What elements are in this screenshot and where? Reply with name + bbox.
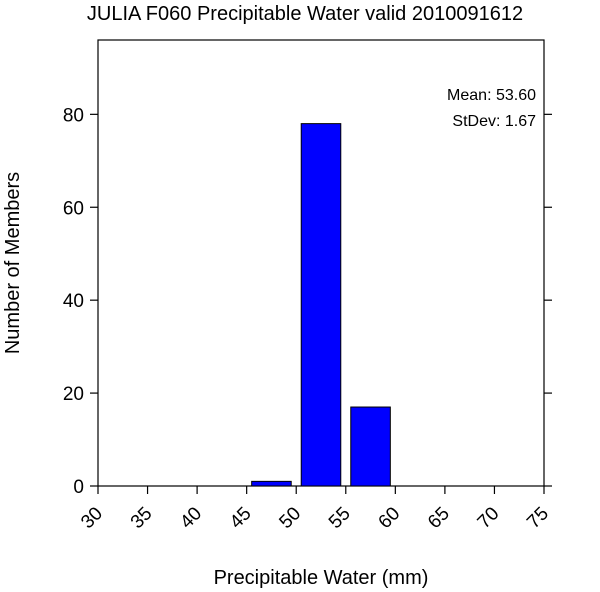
x-tick-label-40: 40 — [176, 503, 206, 533]
y-tick-label-40: 40 — [63, 291, 84, 312]
mean-annotation: Mean: 53.60 — [447, 87, 536, 104]
x-tick-label-50: 50 — [275, 503, 305, 533]
bar-55-60 — [350, 406, 391, 487]
y-tick-label-60: 60 — [63, 198, 84, 219]
x-axis: 30 35 40 45 50 55 60 65 70 75 — [77, 486, 553, 533]
x-tick-label-60: 60 — [375, 503, 405, 533]
x-tick-label-45: 45 — [226, 503, 256, 533]
y-tick-label-0: 0 — [73, 477, 84, 498]
bars-group — [251, 123, 391, 487]
y-axis: 0 20 40 60 80 — [63, 105, 552, 498]
x-tick-label-35: 35 — [127, 503, 157, 533]
x-tick-label-70: 70 — [474, 503, 504, 533]
stdev-annotation: StDev: 1.67 — [452, 113, 536, 130]
y-axis-label: Number of Members — [2, 172, 24, 354]
x-axis-label: Precipitable Water (mm) — [214, 567, 429, 589]
y-tick-label-80: 80 — [63, 105, 84, 126]
x-tick-label-30: 30 — [77, 503, 107, 533]
x-tick-label-75: 75 — [523, 503, 553, 533]
chart-title: JULIA F060 Precipitable Water valid 2010… — [87, 3, 523, 25]
bar-50-55 — [300, 123, 342, 487]
x-tick-label-55: 55 — [325, 503, 355, 533]
bar-45-50 — [251, 480, 292, 487]
x-tick-label-65: 65 — [424, 503, 454, 533]
y-tick-label-20: 20 — [63, 384, 84, 405]
